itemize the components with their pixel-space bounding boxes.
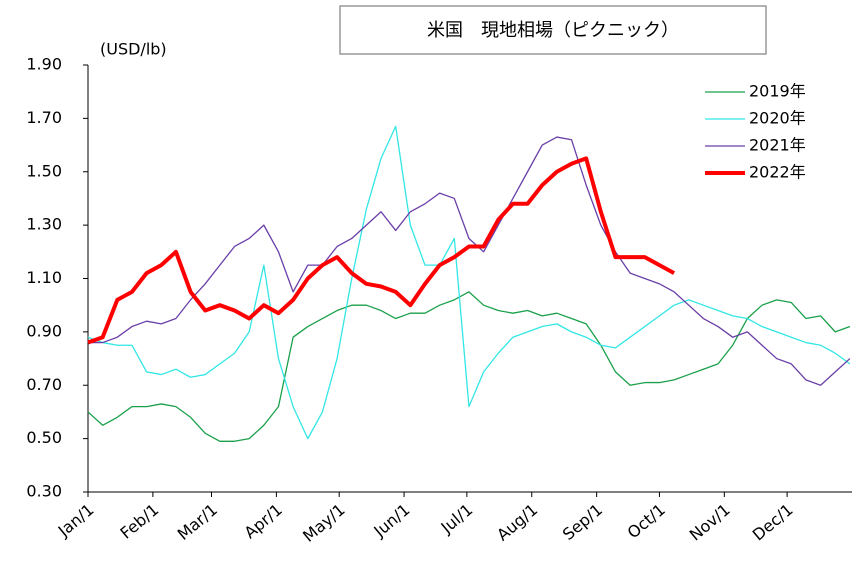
legend-label: 2021年: [749, 136, 806, 155]
y-tick-label: 0.50: [26, 428, 62, 447]
series-line: [87, 291, 851, 442]
y-axis-label: (USD/lb): [100, 40, 167, 59]
title-box: [339, 5, 767, 55]
series-line: [87, 125, 851, 440]
x-tick-label: Nov/1: [686, 500, 734, 545]
x-tick-label: Jan/1: [54, 500, 98, 541]
legend-label: 2022年: [749, 163, 806, 182]
y-tick-label: 1.70: [26, 108, 62, 127]
y-tick-label: 1.30: [26, 215, 62, 234]
legend-label: 2020年: [749, 109, 806, 128]
chart-title: 米国 現地相場（ピクニック）: [427, 20, 679, 41]
y-tick-label: 0.70: [26, 375, 62, 394]
y-tick-label: 1.90: [26, 55, 62, 74]
series-line: [88, 136, 851, 386]
x-tick-label: Mar/1: [174, 500, 221, 544]
x-tick-label: Dec/1: [749, 500, 797, 544]
y-tick-label: 1.50: [26, 161, 62, 180]
x-tick-label: May/1: [299, 500, 348, 546]
x-tick-label: Apr/1: [241, 500, 286, 542]
x-tick-label: Aug/1: [493, 500, 541, 545]
y-tick-label: 0.30: [26, 482, 62, 501]
x-tick-label: Sep/1: [559, 500, 606, 544]
y-tick-label: 1.10: [26, 268, 62, 287]
y-tick-label: 0.90: [26, 321, 62, 340]
x-tick-label: Feb/1: [117, 500, 163, 543]
legend-label: 2019年: [749, 82, 806, 101]
x-tick-label: Oct/1: [624, 500, 669, 542]
series-line: [87, 156, 676, 345]
x-tick-label: Jul/1: [437, 500, 477, 538]
x-tick-label: Jun/1: [369, 500, 413, 541]
